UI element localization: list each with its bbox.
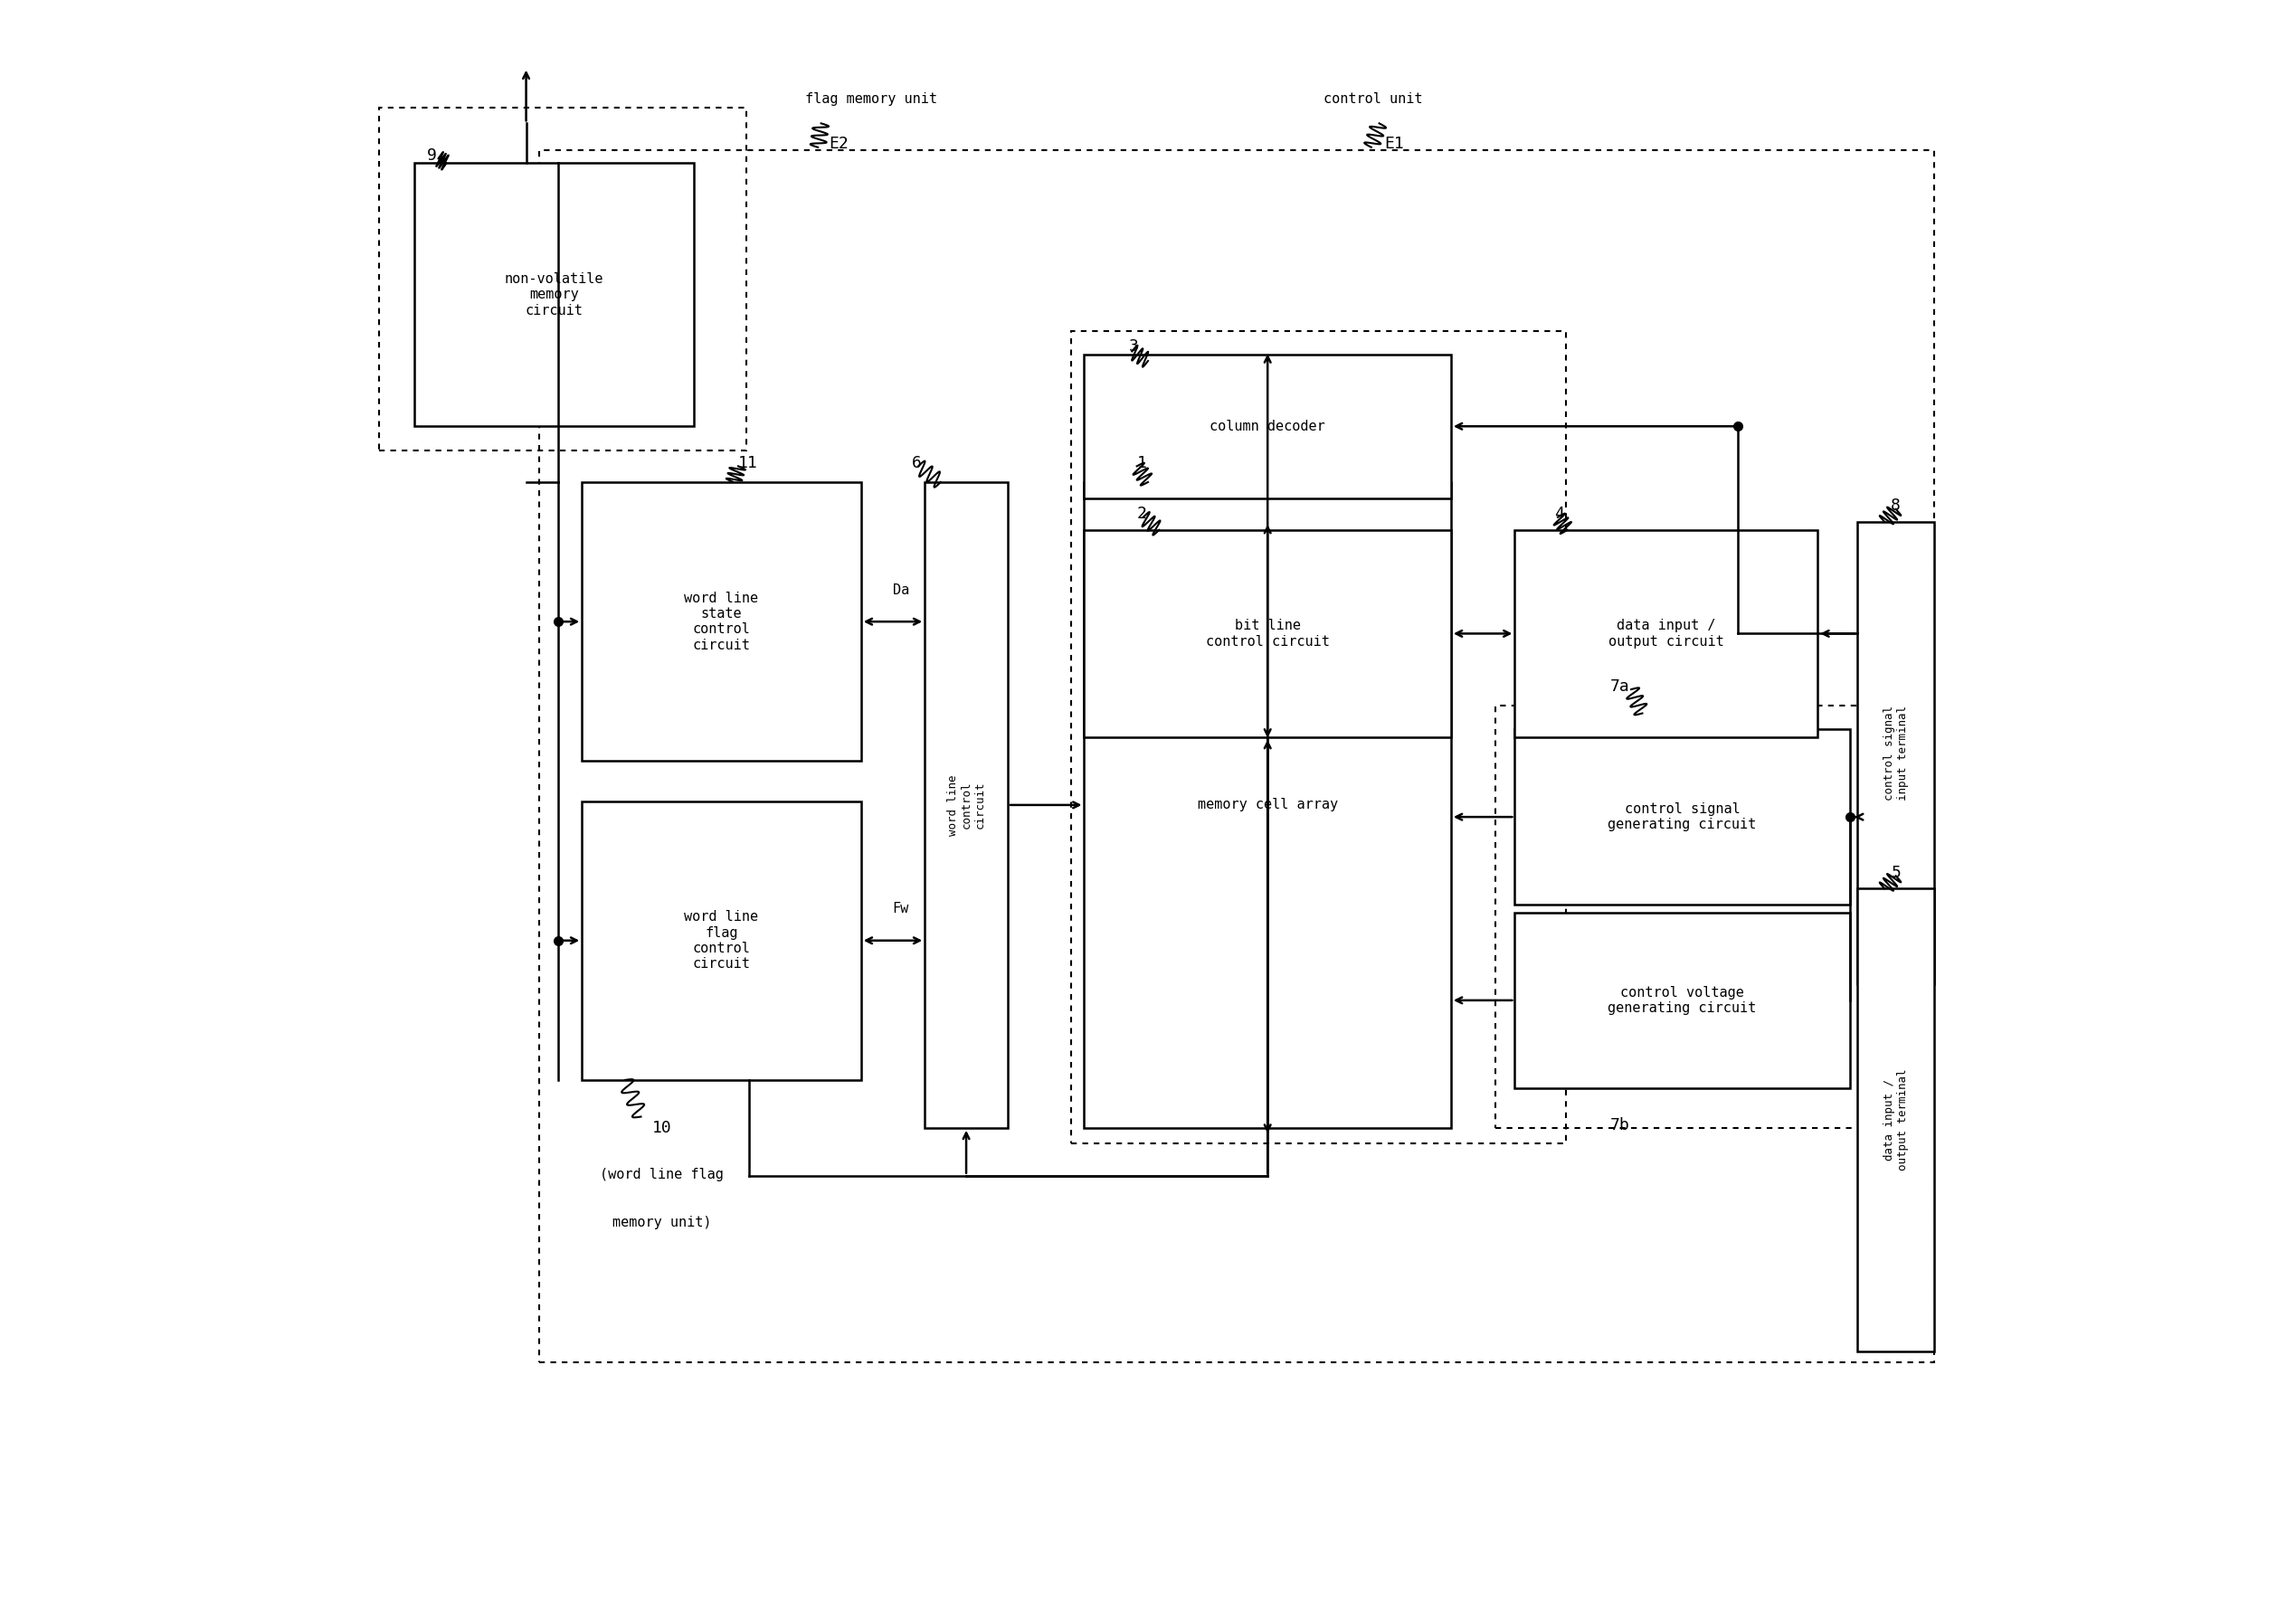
Text: control unit: control unit xyxy=(1322,93,1424,106)
FancyBboxPatch shape xyxy=(1084,530,1451,737)
Text: data input /
output terminal: data input / output terminal xyxy=(1883,1069,1908,1171)
Text: 1: 1 xyxy=(1137,455,1146,471)
FancyBboxPatch shape xyxy=(925,482,1008,1128)
FancyBboxPatch shape xyxy=(1515,729,1851,905)
Text: Fw: Fw xyxy=(893,902,909,916)
Text: 7b: 7b xyxy=(1609,1117,1630,1133)
Text: 10: 10 xyxy=(652,1120,670,1136)
Text: 8: 8 xyxy=(1892,498,1901,514)
Text: 4: 4 xyxy=(1554,506,1564,522)
FancyBboxPatch shape xyxy=(1857,889,1933,1350)
Text: word line
state
control
circuit: word line state control circuit xyxy=(684,591,758,652)
Text: 2: 2 xyxy=(1137,506,1146,522)
Text: control signal
input terminal: control signal input terminal xyxy=(1883,705,1908,801)
Text: flag memory unit: flag memory unit xyxy=(806,93,937,106)
Text: non-volatile
memory
circuit: non-volatile memory circuit xyxy=(505,272,604,317)
Text: E1: E1 xyxy=(1384,136,1403,152)
Text: 5: 5 xyxy=(1892,865,1901,881)
FancyBboxPatch shape xyxy=(1515,913,1851,1088)
Text: control signal
generating circuit: control signal generating circuit xyxy=(1607,803,1756,831)
Text: control voltage
generating circuit: control voltage generating circuit xyxy=(1607,985,1756,1016)
FancyBboxPatch shape xyxy=(1084,482,1451,1128)
Text: 3: 3 xyxy=(1130,338,1139,354)
Text: E2: E2 xyxy=(829,136,850,152)
Text: column decoder: column decoder xyxy=(1210,420,1325,433)
Text: 11: 11 xyxy=(739,455,758,471)
FancyBboxPatch shape xyxy=(1857,522,1933,984)
Text: (word line flag: (word line flag xyxy=(599,1168,723,1181)
Text: data input /
output circuit: data input / output circuit xyxy=(1609,618,1724,649)
Text: 7a: 7a xyxy=(1609,678,1630,694)
FancyBboxPatch shape xyxy=(416,163,693,426)
FancyBboxPatch shape xyxy=(1084,354,1451,498)
FancyBboxPatch shape xyxy=(1515,530,1818,737)
FancyBboxPatch shape xyxy=(581,482,861,761)
Text: 9: 9 xyxy=(427,147,436,163)
Text: bit line
control circuit: bit line control circuit xyxy=(1205,618,1329,649)
FancyBboxPatch shape xyxy=(581,801,861,1080)
Text: 6: 6 xyxy=(912,455,921,471)
Text: Da: Da xyxy=(893,583,909,598)
Text: word line
flag
control
circuit: word line flag control circuit xyxy=(684,910,758,971)
Text: memory cell array: memory cell array xyxy=(1199,798,1339,812)
Text: memory unit): memory unit) xyxy=(613,1216,712,1229)
Text: word line
control
circuit: word line control circuit xyxy=(946,774,985,836)
